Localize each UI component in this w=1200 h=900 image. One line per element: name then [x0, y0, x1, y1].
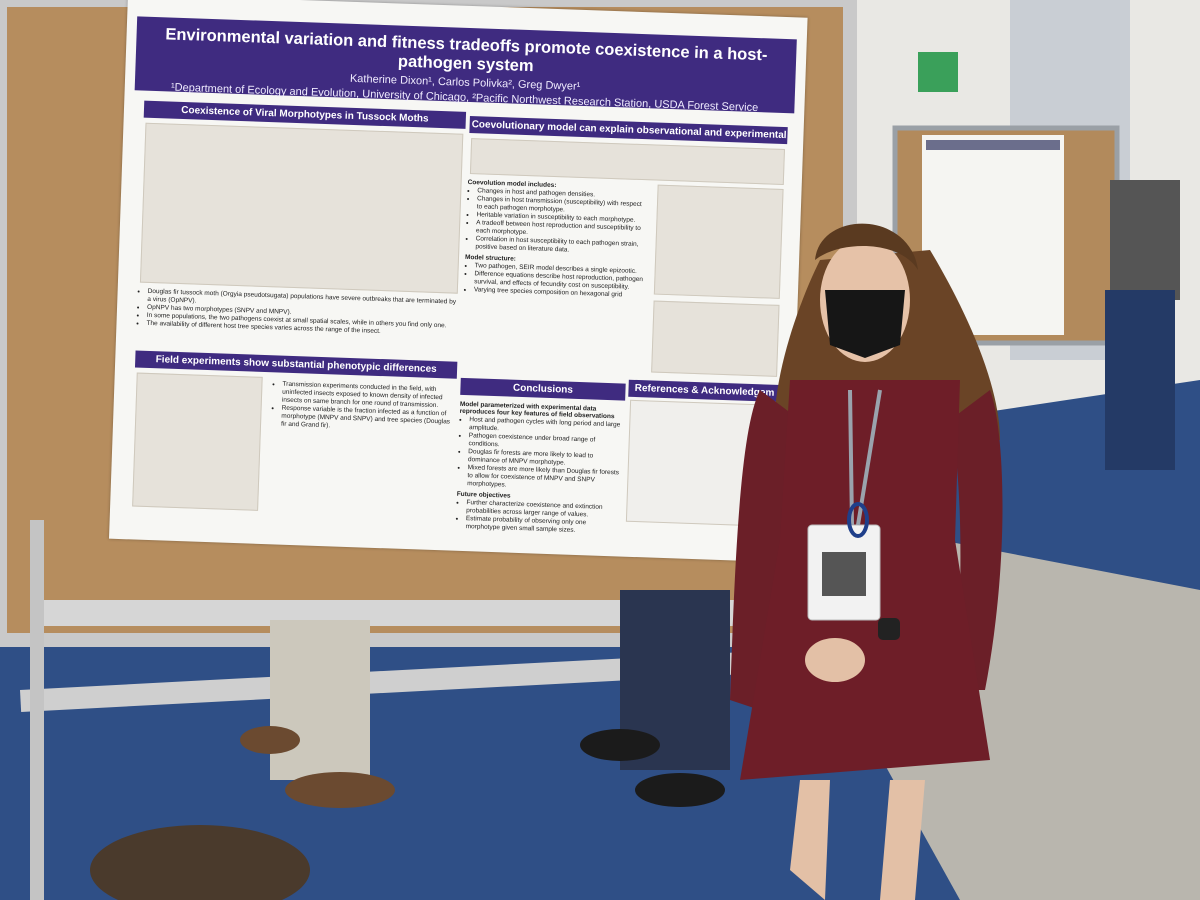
- person: [730, 223, 1003, 900]
- scene: Environmental variation and fitness trad…: [0, 0, 1200, 900]
